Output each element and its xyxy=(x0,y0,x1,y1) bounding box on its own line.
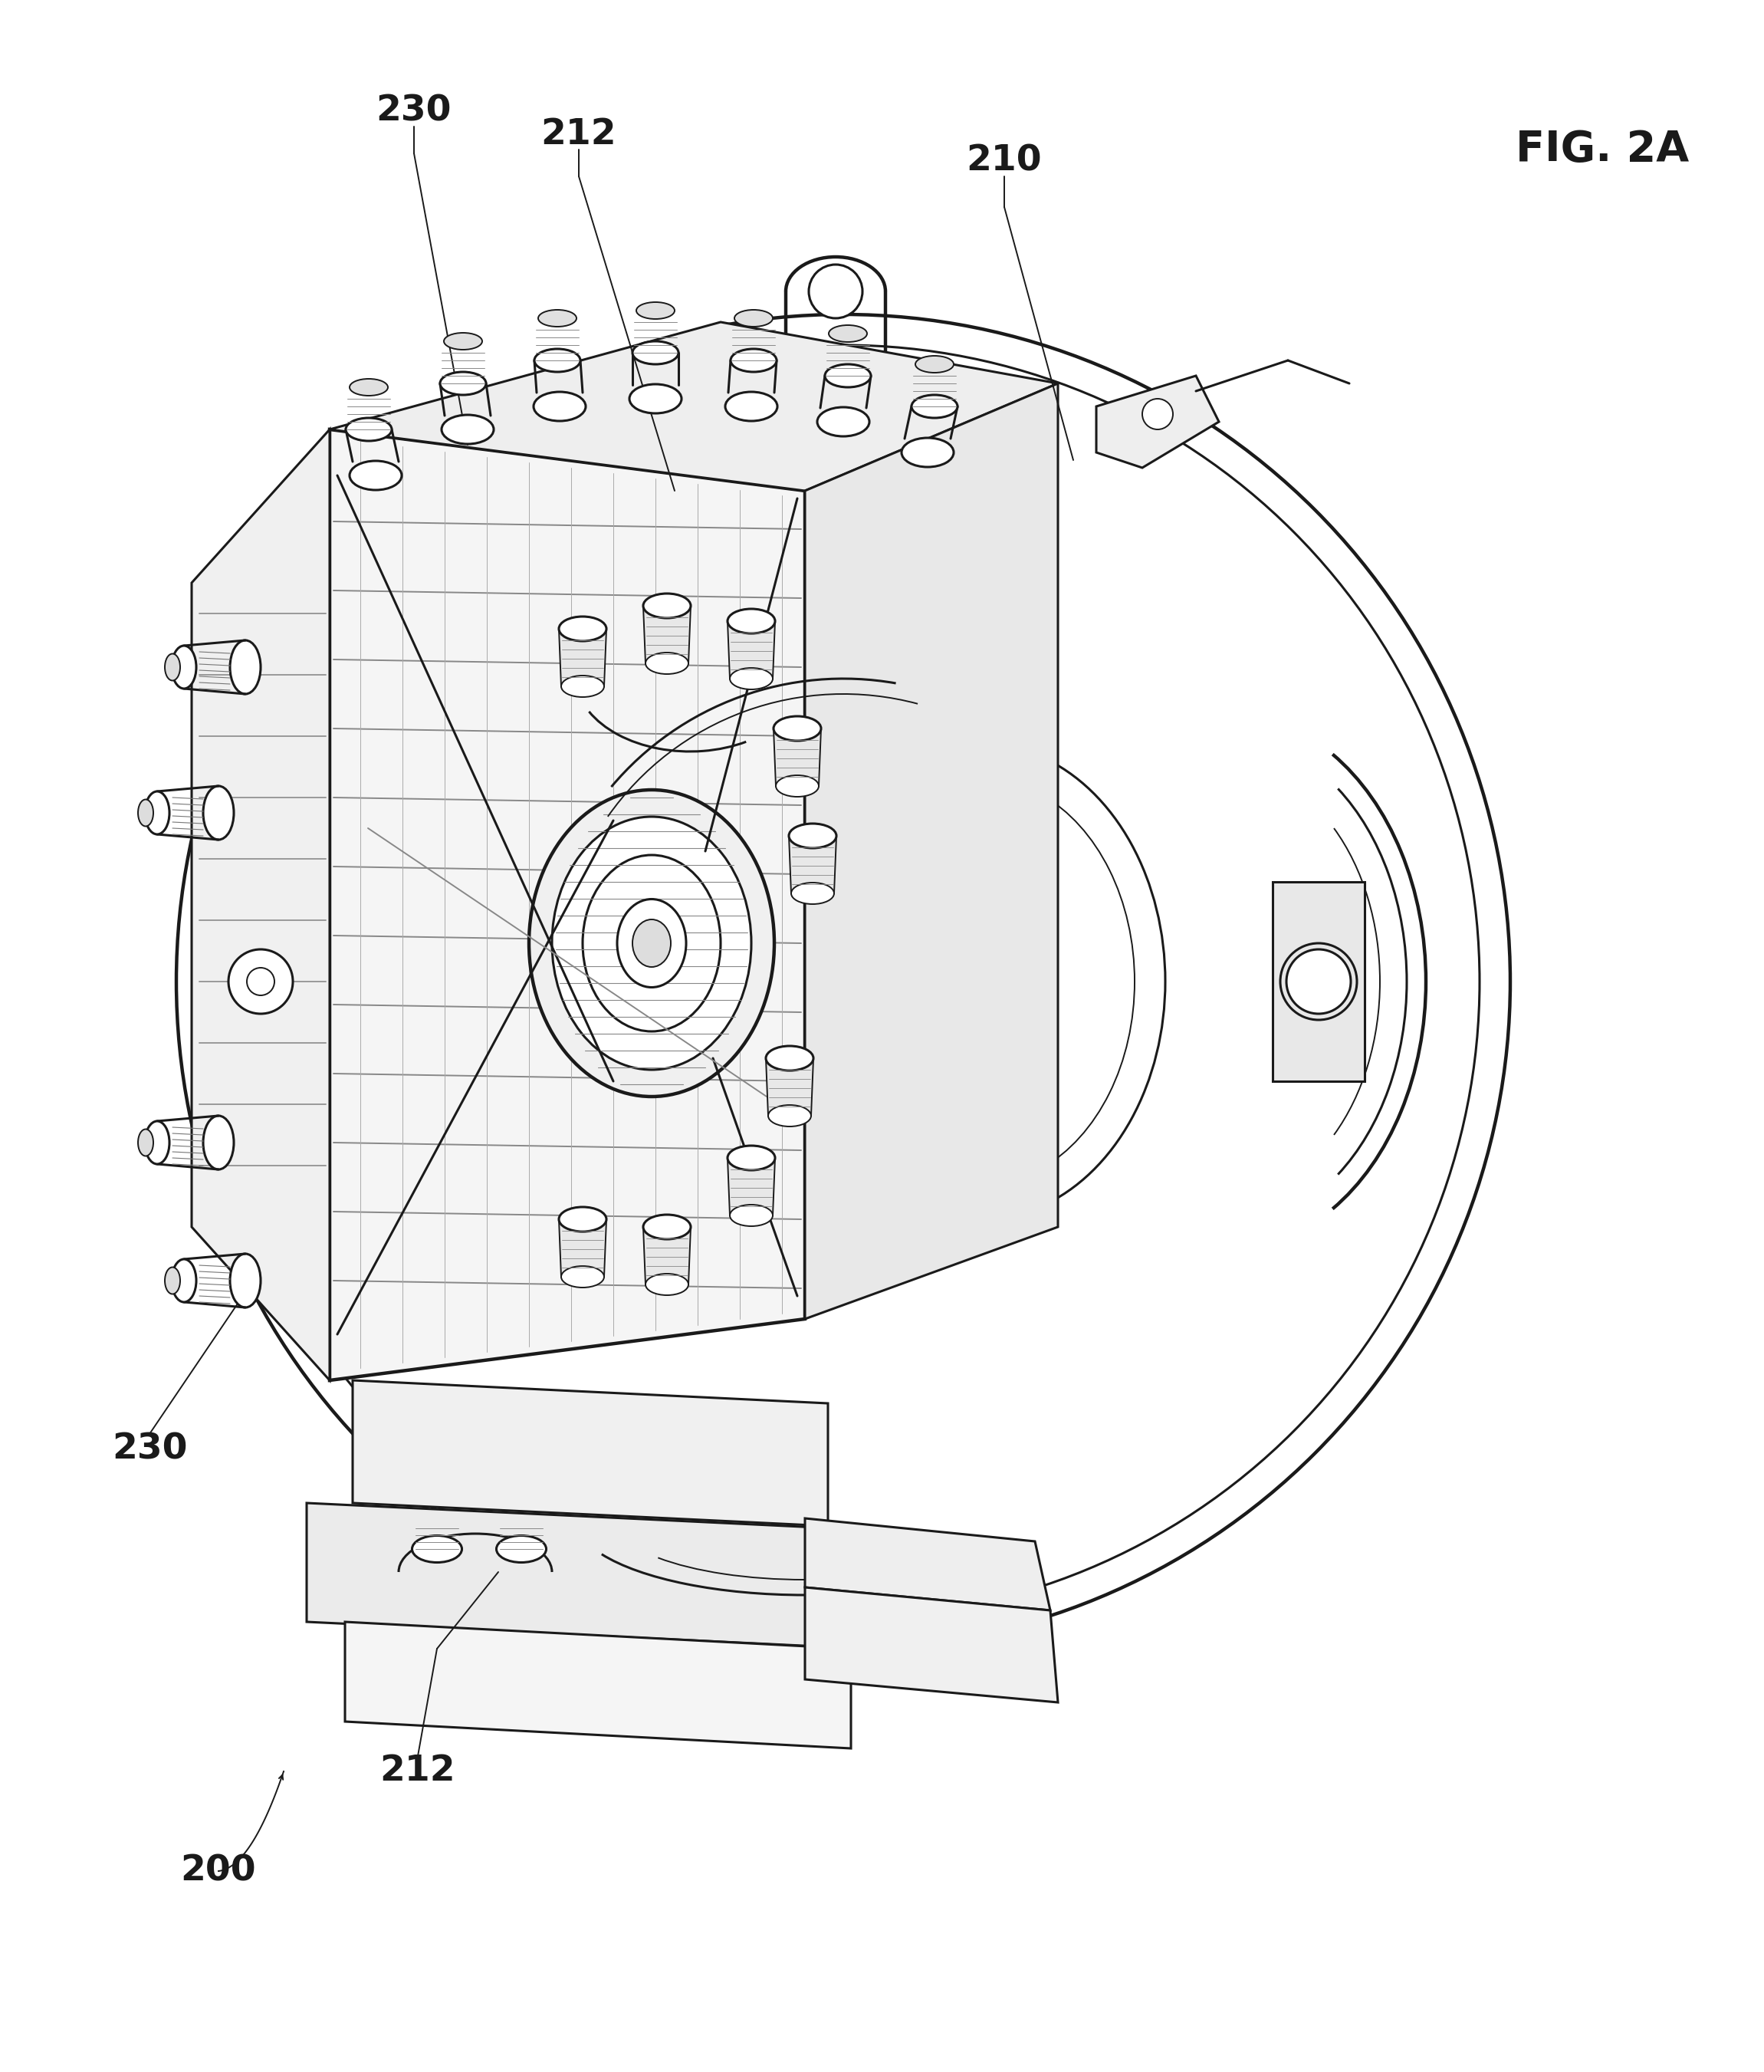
Ellipse shape xyxy=(767,1104,811,1127)
Polygon shape xyxy=(804,383,1058,1320)
Ellipse shape xyxy=(633,342,679,365)
Polygon shape xyxy=(307,1502,866,1649)
Polygon shape xyxy=(774,729,820,785)
Ellipse shape xyxy=(171,1260,196,1301)
Ellipse shape xyxy=(646,653,688,673)
Ellipse shape xyxy=(776,775,818,798)
Ellipse shape xyxy=(727,1146,774,1171)
Ellipse shape xyxy=(413,1535,462,1562)
Ellipse shape xyxy=(164,1268,180,1295)
Ellipse shape xyxy=(901,437,954,466)
Polygon shape xyxy=(1272,883,1365,1082)
Ellipse shape xyxy=(766,1046,813,1071)
Ellipse shape xyxy=(561,1266,603,1287)
Polygon shape xyxy=(559,1218,607,1276)
Ellipse shape xyxy=(138,1129,153,1156)
Ellipse shape xyxy=(644,593,691,617)
Ellipse shape xyxy=(559,1208,607,1231)
Ellipse shape xyxy=(644,1214,691,1239)
Ellipse shape xyxy=(164,655,180,680)
Ellipse shape xyxy=(534,348,580,371)
Ellipse shape xyxy=(203,1115,235,1169)
Ellipse shape xyxy=(727,609,774,634)
Polygon shape xyxy=(644,1227,691,1285)
Ellipse shape xyxy=(617,899,686,986)
Ellipse shape xyxy=(145,792,169,835)
Ellipse shape xyxy=(633,920,670,968)
Polygon shape xyxy=(727,1158,774,1216)
Ellipse shape xyxy=(730,1204,773,1227)
Ellipse shape xyxy=(817,408,870,437)
Ellipse shape xyxy=(916,356,954,373)
Text: 210: 210 xyxy=(967,143,1043,178)
Polygon shape xyxy=(559,628,607,686)
Polygon shape xyxy=(766,1059,813,1115)
Polygon shape xyxy=(346,1622,850,1749)
Polygon shape xyxy=(789,835,836,893)
Ellipse shape xyxy=(496,1535,547,1562)
Ellipse shape xyxy=(912,396,958,419)
Ellipse shape xyxy=(229,640,261,694)
Ellipse shape xyxy=(203,785,235,839)
Ellipse shape xyxy=(630,383,681,412)
Text: 212: 212 xyxy=(379,1755,455,1788)
Ellipse shape xyxy=(229,1254,261,1307)
Ellipse shape xyxy=(171,646,196,688)
Ellipse shape xyxy=(559,617,607,640)
Circle shape xyxy=(229,949,293,1013)
Ellipse shape xyxy=(774,717,820,742)
Ellipse shape xyxy=(725,392,778,421)
Ellipse shape xyxy=(789,823,836,847)
Text: 230: 230 xyxy=(111,1432,187,1467)
Ellipse shape xyxy=(445,334,482,350)
Text: 212: 212 xyxy=(542,116,617,151)
Polygon shape xyxy=(804,1587,1058,1703)
Ellipse shape xyxy=(829,325,868,342)
Ellipse shape xyxy=(637,303,674,319)
Polygon shape xyxy=(644,605,691,663)
Polygon shape xyxy=(727,622,774,680)
Polygon shape xyxy=(330,321,1058,491)
Ellipse shape xyxy=(441,414,494,443)
Ellipse shape xyxy=(561,675,603,696)
Ellipse shape xyxy=(439,371,487,396)
Text: 200: 200 xyxy=(180,1854,256,1888)
Circle shape xyxy=(176,315,1510,1649)
Ellipse shape xyxy=(646,1274,688,1295)
Text: FIG. 2A: FIG. 2A xyxy=(1515,128,1688,170)
Ellipse shape xyxy=(533,392,586,421)
Polygon shape xyxy=(1095,375,1219,468)
Ellipse shape xyxy=(529,789,774,1096)
Polygon shape xyxy=(330,429,804,1380)
Polygon shape xyxy=(192,429,330,1380)
Ellipse shape xyxy=(349,460,402,489)
Ellipse shape xyxy=(826,365,871,387)
Ellipse shape xyxy=(552,816,751,1069)
Circle shape xyxy=(1286,949,1351,1013)
Circle shape xyxy=(1143,398,1173,429)
Circle shape xyxy=(247,968,275,995)
Ellipse shape xyxy=(145,1121,169,1164)
Ellipse shape xyxy=(346,419,392,441)
Text: 230: 230 xyxy=(376,93,452,128)
Ellipse shape xyxy=(538,311,577,327)
Ellipse shape xyxy=(138,800,153,827)
Circle shape xyxy=(808,265,863,319)
Polygon shape xyxy=(804,1519,1050,1610)
Ellipse shape xyxy=(730,667,773,690)
Ellipse shape xyxy=(734,311,773,327)
Ellipse shape xyxy=(792,883,834,903)
Ellipse shape xyxy=(730,348,776,371)
Ellipse shape xyxy=(582,856,721,1032)
Polygon shape xyxy=(353,1380,827,1525)
Ellipse shape xyxy=(349,379,388,396)
